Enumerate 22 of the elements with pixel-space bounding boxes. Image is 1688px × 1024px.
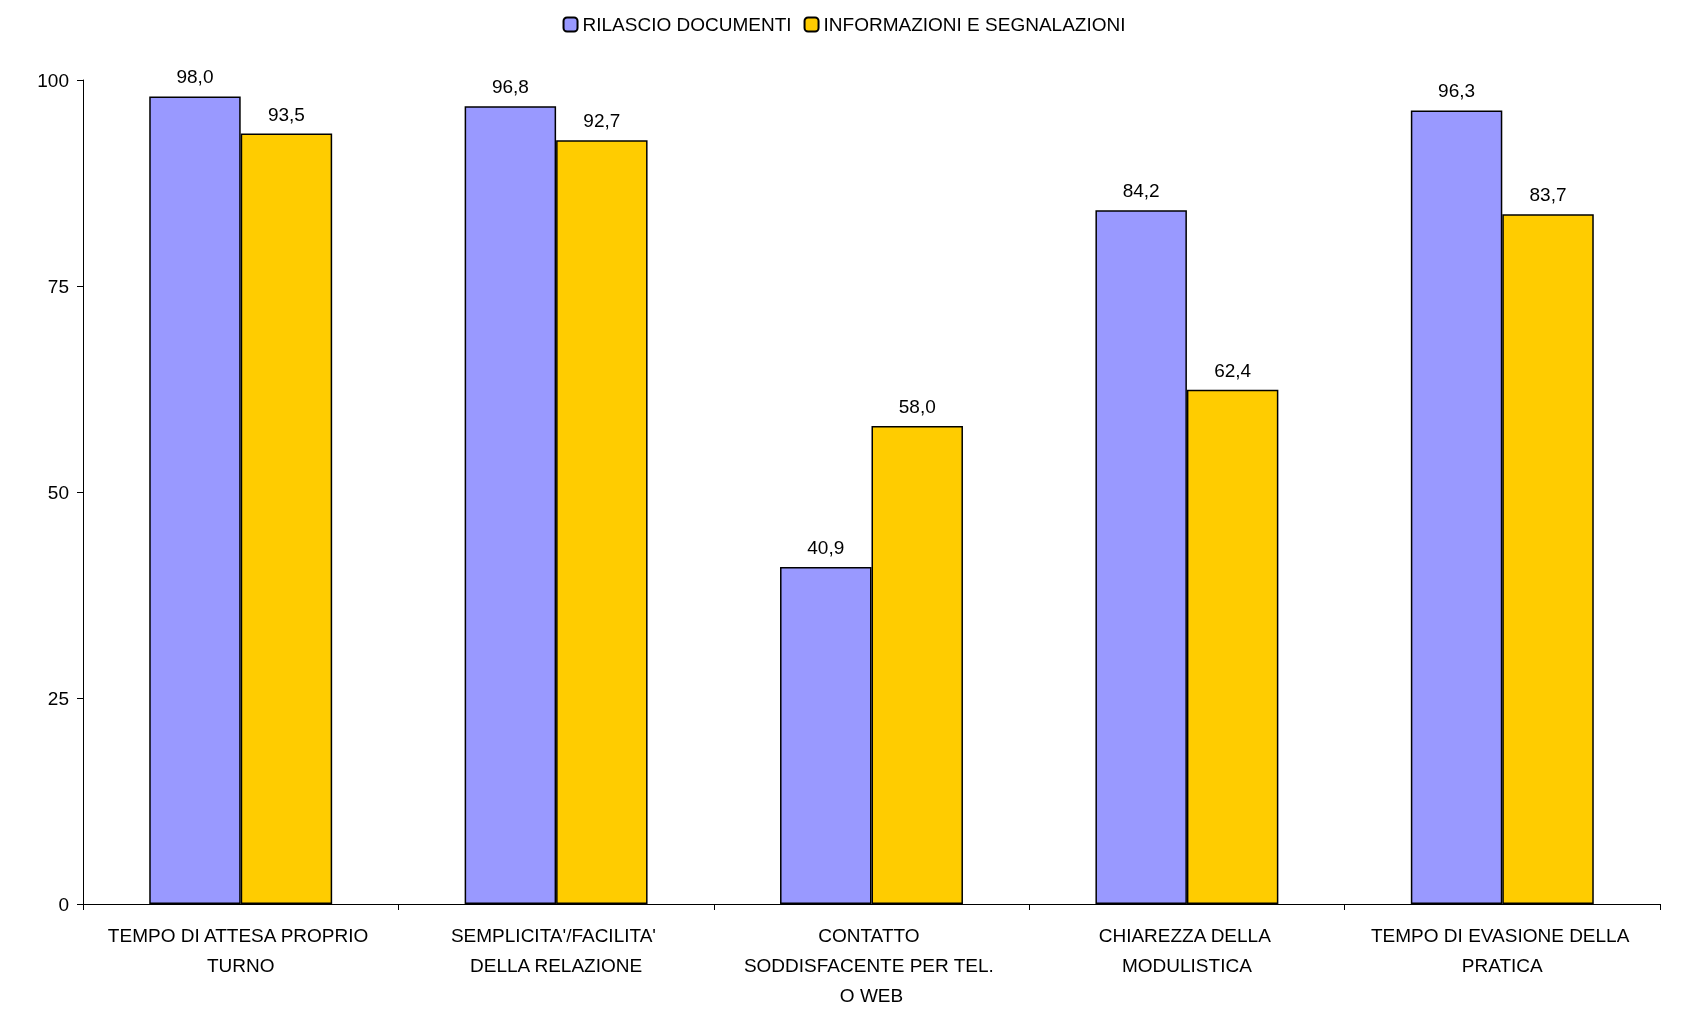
legend-label: RILASCIO DOCUMENTI [582, 14, 792, 35]
y-tick-label: 100 [37, 69, 69, 91]
legend-label: INFORMAZIONI E SEGNALAZIONI [823, 14, 1126, 35]
data-label: 98,0 [176, 66, 214, 88]
y-tick-label: 0 [58, 893, 69, 915]
x-tick-label: TEMPO DI ATTESA PROPRIO TURNO [107, 924, 374, 976]
data-label: 96,3 [1438, 80, 1476, 102]
data-label: 58,0 [898, 396, 936, 418]
y-tick-label: 25 [47, 687, 69, 709]
x-tick-label: TEMPO DI EVASIONE DELLA PRATICA [1371, 924, 1634, 976]
y-tick-label: 75 [47, 275, 69, 297]
y-tick-label: 50 [47, 481, 69, 503]
data-label: 92,7 [583, 110, 621, 132]
data-label: 40,9 [807, 536, 845, 558]
data-label: 62,4 [1214, 359, 1252, 381]
data-label: 96,8 [491, 76, 529, 98]
data-label: 84,2 [1122, 180, 1160, 202]
x-tick-label: CHIAREZZA DELLA MODULISTICA [1098, 924, 1276, 976]
x-tick-label: CONTATTO SODDISFACENTE PER TEL. O WEB [743, 924, 1000, 1006]
data-label: 93,5 [267, 103, 305, 125]
data-label: 83,7 [1529, 184, 1567, 206]
x-tick-label: SEMPLICITA'/FACILITA' DELLA RELAZIONE [450, 924, 662, 976]
